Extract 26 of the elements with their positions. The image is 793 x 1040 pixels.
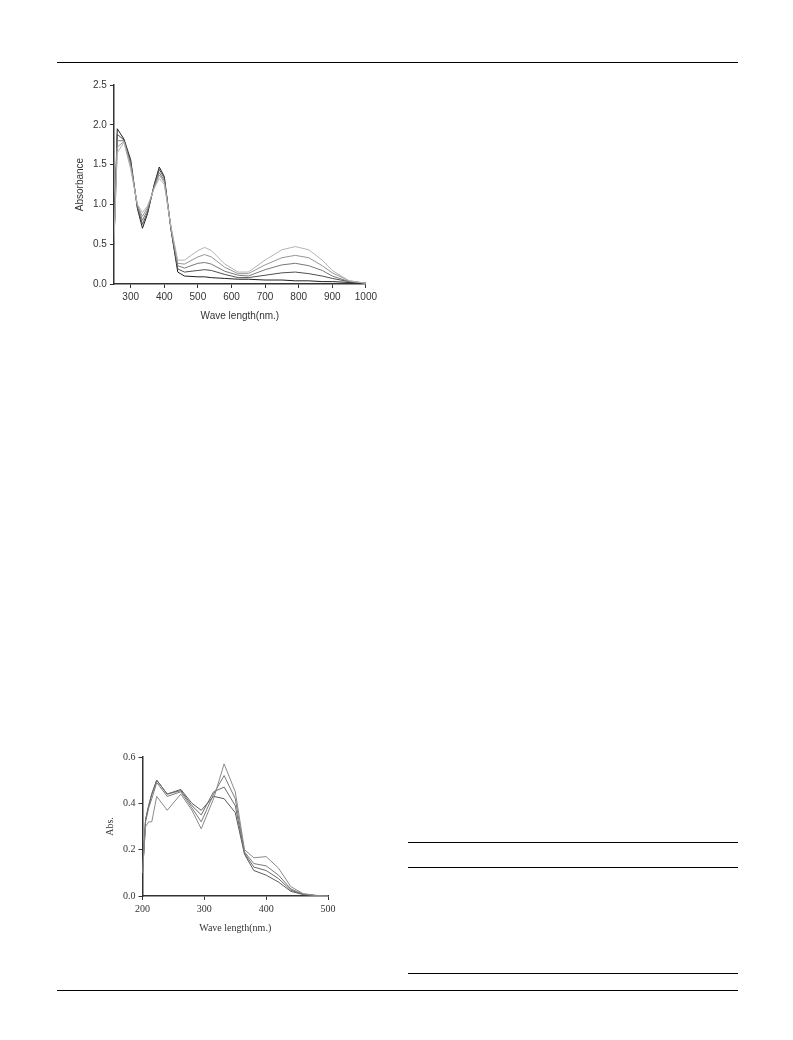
y-tick-label: 0.5 [93,237,108,249]
y-tick-label: 0.0 [123,889,136,901]
x-tick-label: 200 [135,902,150,914]
y-tick-label: 1.0 [93,198,108,210]
x-tick-label: 900 [323,290,342,302]
x-tick-label: 300 [196,902,212,914]
x-tick-label: 700 [256,290,274,302]
y-tick-label: 2.5 [93,78,108,90]
x-axis-title: Wave length(nm.) [199,921,272,934]
x-tick-label: 500 [189,290,207,302]
y-axis-title: Absorbance [73,157,85,212]
y-tick-label: 0.0 [93,277,108,289]
y-tick-label: 2.0 [93,118,108,130]
x-tick-label: 300 [122,290,140,302]
y-tick-label: 0.4 [123,796,136,808]
y-tick-label: 0.2 [123,843,136,855]
x-tick-label: 500 [320,902,336,914]
x-axis-title: Wave length(nm.) [200,309,280,321]
x-tick-label: 1000 [354,290,378,302]
x-tick-label: 600 [223,290,241,302]
x-tick-label: 800 [290,290,308,302]
y-tick-label: 0.6 [123,750,136,762]
y-axis-title: Abs. [103,817,115,836]
x-tick-label: 400 [155,290,174,302]
x-tick-label: 400 [258,902,274,914]
y-tick-label: 1.5 [93,158,108,170]
